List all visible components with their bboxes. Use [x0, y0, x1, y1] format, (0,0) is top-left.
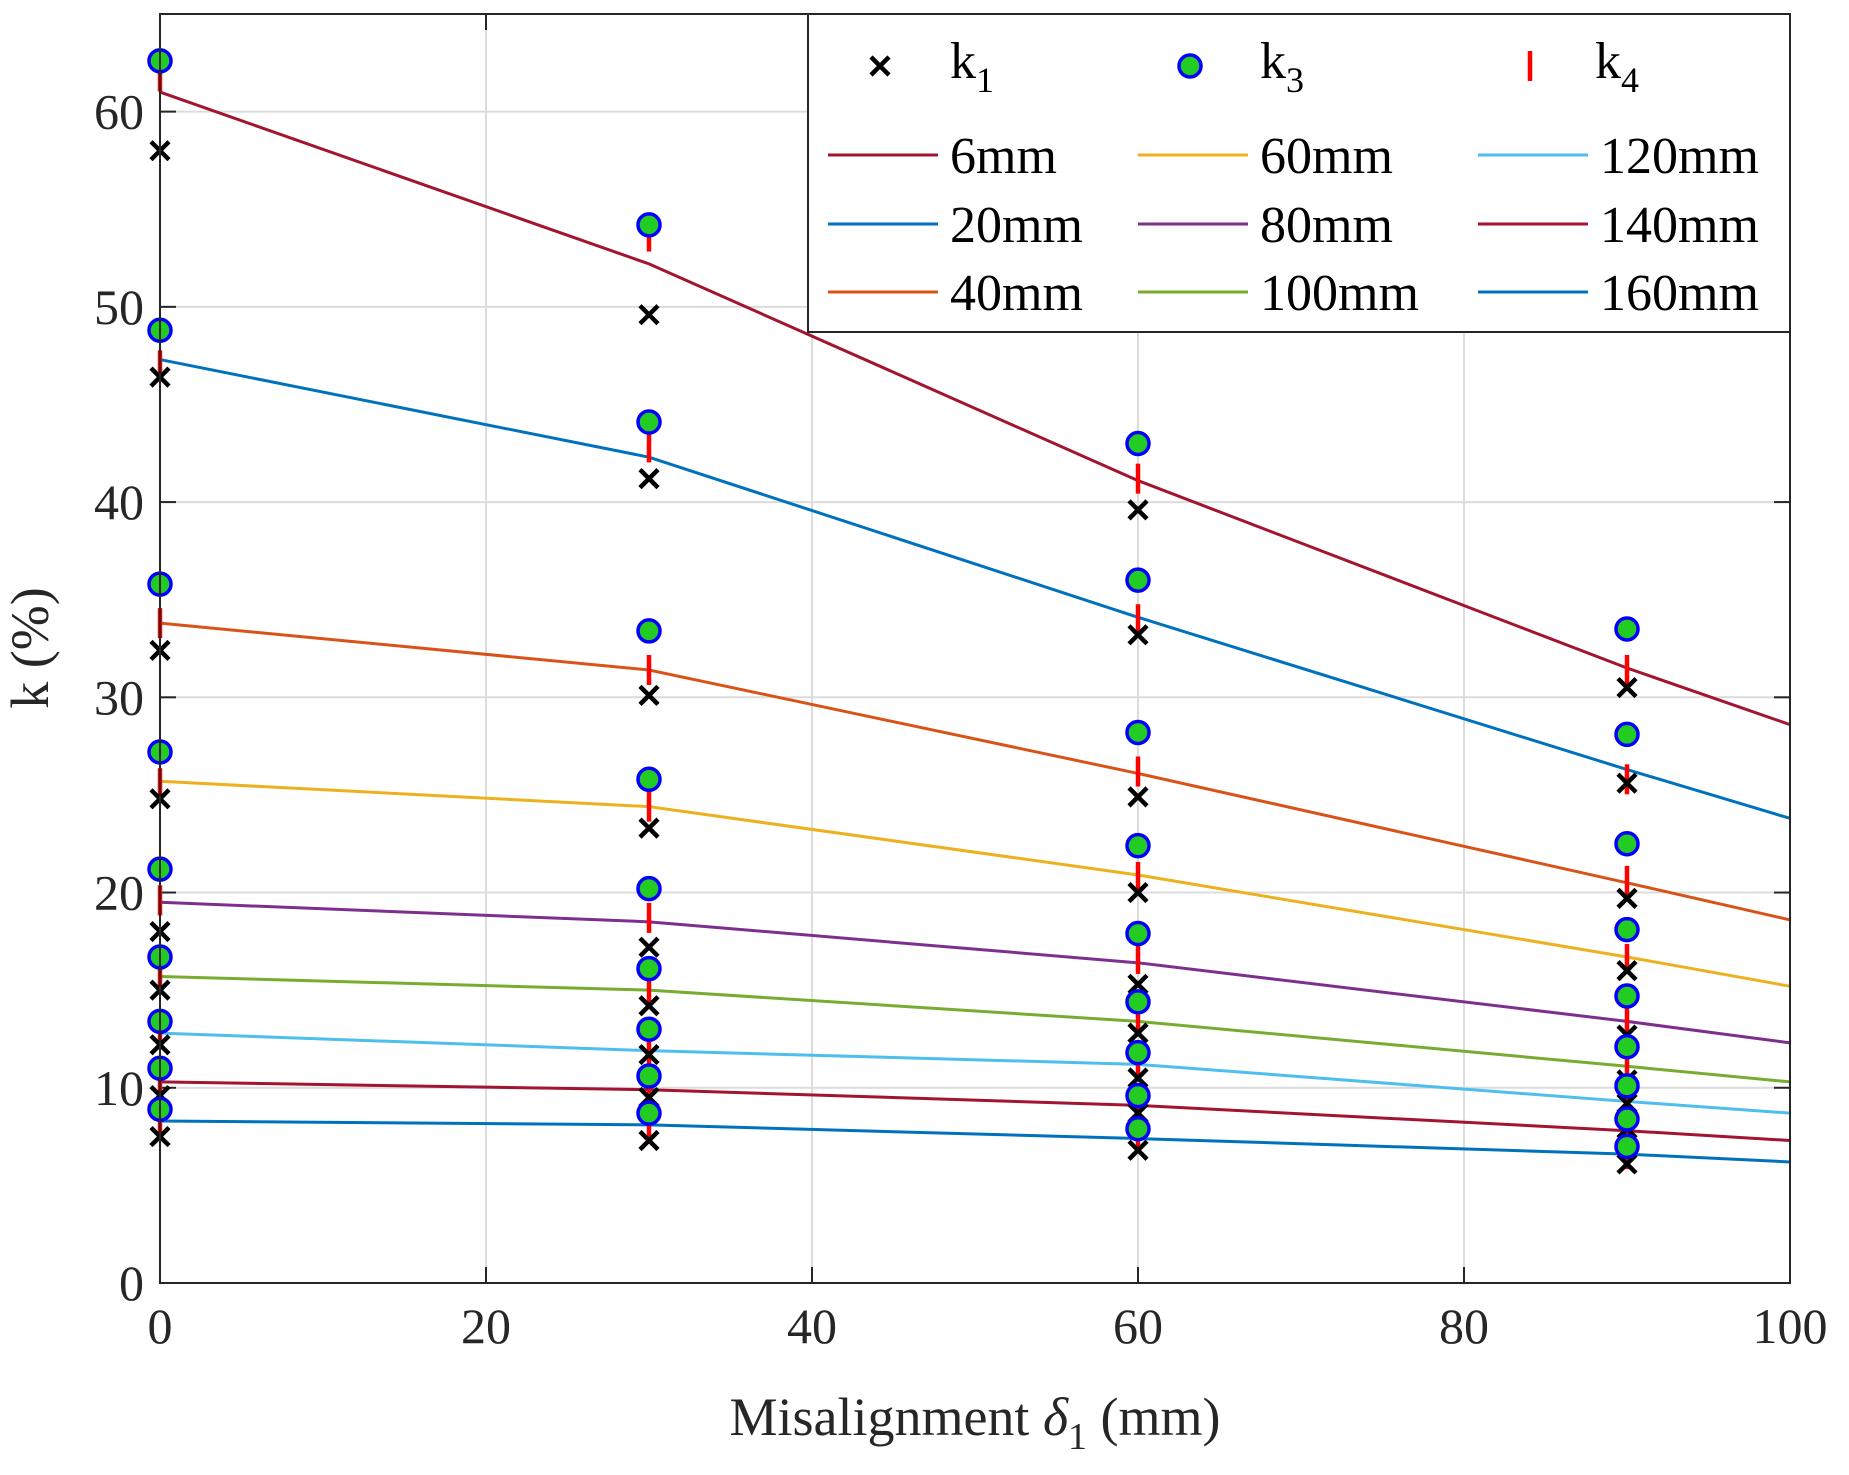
k1-marker-100mm	[1127, 1022, 1149, 1044]
y-tick-labels: 0 10 20 30 40 50 60	[94, 84, 144, 1311]
x-axis-label-subscript: 1	[1068, 1416, 1087, 1458]
k1-marker-120mm	[638, 1043, 660, 1066]
legend-label-40mm: 40mm	[950, 265, 1083, 322]
k3-marker-120mm	[1125, 1039, 1151, 1066]
k3-marker-80mm	[1614, 983, 1640, 1009]
legend-label-20mm: 20mm	[950, 197, 1083, 254]
k1-marker-80mm	[1127, 973, 1149, 995]
x-tick-label: 100	[1753, 1298, 1828, 1354]
k3-marker-6mm	[636, 212, 662, 238]
x-tick-label: 0	[148, 1298, 173, 1354]
k3-marker-120mm	[636, 1016, 662, 1042]
x-axis-label-symbol: δ	[1043, 1387, 1069, 1447]
k3-marker-20mm	[1614, 721, 1640, 748]
y-tick-label: 30	[94, 669, 144, 725]
legend-label-6mm: 6mm	[950, 128, 1057, 185]
legend-k3-marker	[1177, 53, 1203, 79]
y-tick-label: 50	[94, 279, 144, 335]
k3-marker-20mm	[1125, 567, 1151, 593]
legend-label-sub: 1	[976, 60, 994, 100]
k3-marker-160mm	[1614, 1133, 1640, 1160]
y-tick-label: 40	[94, 474, 144, 530]
legend-label-base: k	[950, 33, 976, 90]
k3-marker-160mm	[1125, 1116, 1151, 1142]
k3-marker-100mm	[636, 955, 662, 982]
k3-marker-160mm	[636, 1100, 662, 1126]
k3-marker-60mm	[636, 766, 662, 793]
x-axis-label-prefix: Misalignment	[729, 1387, 1042, 1447]
k1-marker-80mm	[638, 936, 660, 958]
k1-marker-6mm	[638, 304, 660, 326]
legend-label-sub: 3	[1286, 60, 1304, 100]
legend-label-80mm: 80mm	[1260, 197, 1393, 254]
k3-marker-80mm	[636, 875, 662, 902]
k3-marker-6mm	[1125, 430, 1151, 457]
legend-label-k3: k3	[1260, 33, 1304, 100]
k1-marker-6mm	[1616, 676, 1638, 699]
legend-label-k1: k1	[950, 33, 994, 100]
k1-marker-100mm	[638, 995, 660, 1017]
k3-marker-100mm	[1125, 989, 1151, 1015]
legend-marker-row: k1 k3 k4	[869, 33, 1639, 100]
k1-marker-60mm	[1616, 960, 1638, 982]
legend-label-100mm: 100mm	[1260, 265, 1419, 322]
y-tick-label: 20	[94, 865, 144, 921]
k3-marker-60mm	[1125, 832, 1151, 859]
x-tick-labels: 0 20 40 60 80 100	[148, 1298, 1828, 1354]
y-axis-label: k (%)	[0, 587, 60, 708]
k3-marker-40mm	[1614, 830, 1640, 857]
x-tick-label: 80	[1439, 1298, 1489, 1354]
legend-line-grid: 6mm 20mm 40mm 60mm 80mm 100mm 120mm 140mm 160mm	[828, 128, 1759, 322]
x-tick-label: 20	[461, 1298, 511, 1354]
k3-marker-80mm	[1125, 920, 1151, 947]
k1-marker-160mm	[1616, 1153, 1638, 1175]
k1-marker-60mm	[638, 817, 660, 839]
legend-label-base: k	[1260, 33, 1286, 90]
k1-marker-60mm	[1127, 881, 1149, 904]
y-tick-label: 0	[119, 1255, 144, 1311]
k1-marker-120mm	[1127, 1067, 1149, 1089]
legend-label-k4: k4	[1595, 33, 1639, 100]
y-tick-label: 60	[94, 84, 144, 140]
k1-marker-40mm	[1127, 786, 1149, 808]
k3-marker-6mm	[1614, 616, 1640, 642]
x-axis-label: Misalignment δ1 (mm)	[729, 1387, 1220, 1458]
k1-marker-20mm	[638, 468, 660, 490]
legend-label-160mm: 160mm	[1600, 265, 1759, 322]
legend-label-140mm: 140mm	[1600, 197, 1759, 254]
k3-marker-40mm	[1125, 719, 1151, 746]
k1-marker-20mm	[1127, 624, 1149, 646]
k1-marker-160mm	[638, 1129, 660, 1152]
k3-marker-40mm	[636, 618, 662, 644]
y-tick-label: 10	[94, 1060, 144, 1116]
k3-marker-140mm	[636, 1063, 662, 1089]
k1-marker-40mm	[638, 684, 660, 706]
k3-marker-20mm	[636, 409, 662, 435]
legend-label-60mm: 60mm	[1260, 128, 1393, 185]
k3-marker-60mm	[1614, 916, 1640, 943]
legend-k1-marker	[869, 55, 891, 77]
k1-marker-160mm	[1127, 1139, 1149, 1161]
k1-marker-40mm	[1616, 887, 1638, 909]
k3-marker-140mm	[1125, 1082, 1151, 1109]
k3-marker-100mm	[1614, 1034, 1640, 1060]
legend-label-base: k	[1595, 33, 1621, 90]
legend: k1 k3 k4 6mm20mm40mm60mm80mm100mm120mm140m…	[807, 13, 1791, 333]
k1-marker-6mm	[1127, 499, 1149, 521]
k3-marker-120mm	[1614, 1073, 1640, 1099]
k3-marker-140mm	[1614, 1106, 1640, 1132]
x-tick-label: 40	[787, 1298, 837, 1354]
k1-marker-20mm	[1616, 772, 1638, 794]
legend-box	[807, 13, 1791, 333]
x-axis-label-suffix: (mm)	[1087, 1387, 1220, 1447]
legend-label-120mm: 120mm	[1600, 128, 1759, 185]
x-tick-label: 60	[1113, 1298, 1163, 1354]
legend-label-sub: 4	[1621, 60, 1639, 100]
